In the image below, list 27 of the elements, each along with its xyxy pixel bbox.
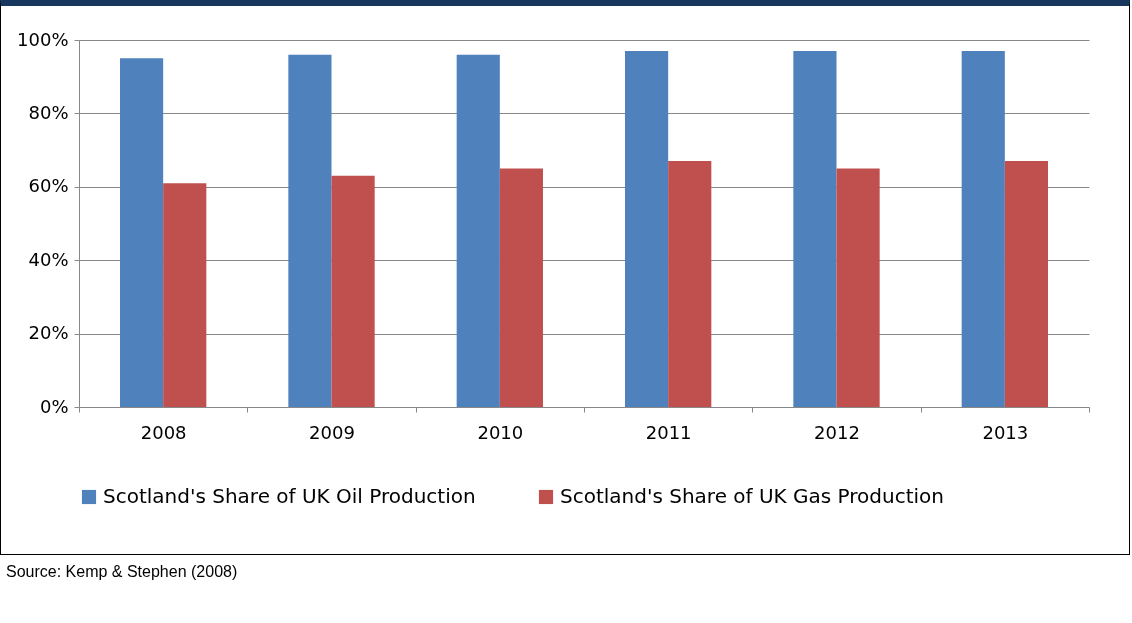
bar [668, 161, 712, 407]
y-tick-label: 40% [28, 248, 69, 270]
x-tick-label: 2010 [477, 421, 524, 443]
bar [961, 51, 1005, 407]
bar [499, 168, 543, 407]
bar [163, 183, 207, 407]
x-tick-label: 2012 [814, 421, 860, 443]
bar [625, 51, 669, 407]
y-tick-label: 0% [39, 395, 69, 417]
bar [456, 54, 500, 407]
bar [288, 54, 332, 407]
bar [331, 175, 375, 407]
legend-label: Scotland's Share of UK Gas Production [560, 484, 944, 508]
bar [836, 168, 880, 407]
y-tick-label: 100% [17, 28, 69, 50]
bar [120, 58, 164, 407]
y-tick-label: 80% [28, 101, 69, 123]
bar [793, 51, 837, 407]
legend-label: Scotland's Share of UK Oil Production [103, 484, 476, 508]
x-tick-label: 2009 [309, 421, 355, 443]
bar [1004, 161, 1048, 407]
y-tick-label: 60% [28, 175, 69, 197]
x-tick-label: 2013 [982, 421, 1029, 443]
x-tick-label: 2011 [645, 421, 692, 443]
source-note: Source: Kemp & Stephen (2008) [6, 563, 238, 581]
x-tick-label: 2008 [140, 421, 187, 443]
y-tick-label: 20% [28, 322, 69, 344]
